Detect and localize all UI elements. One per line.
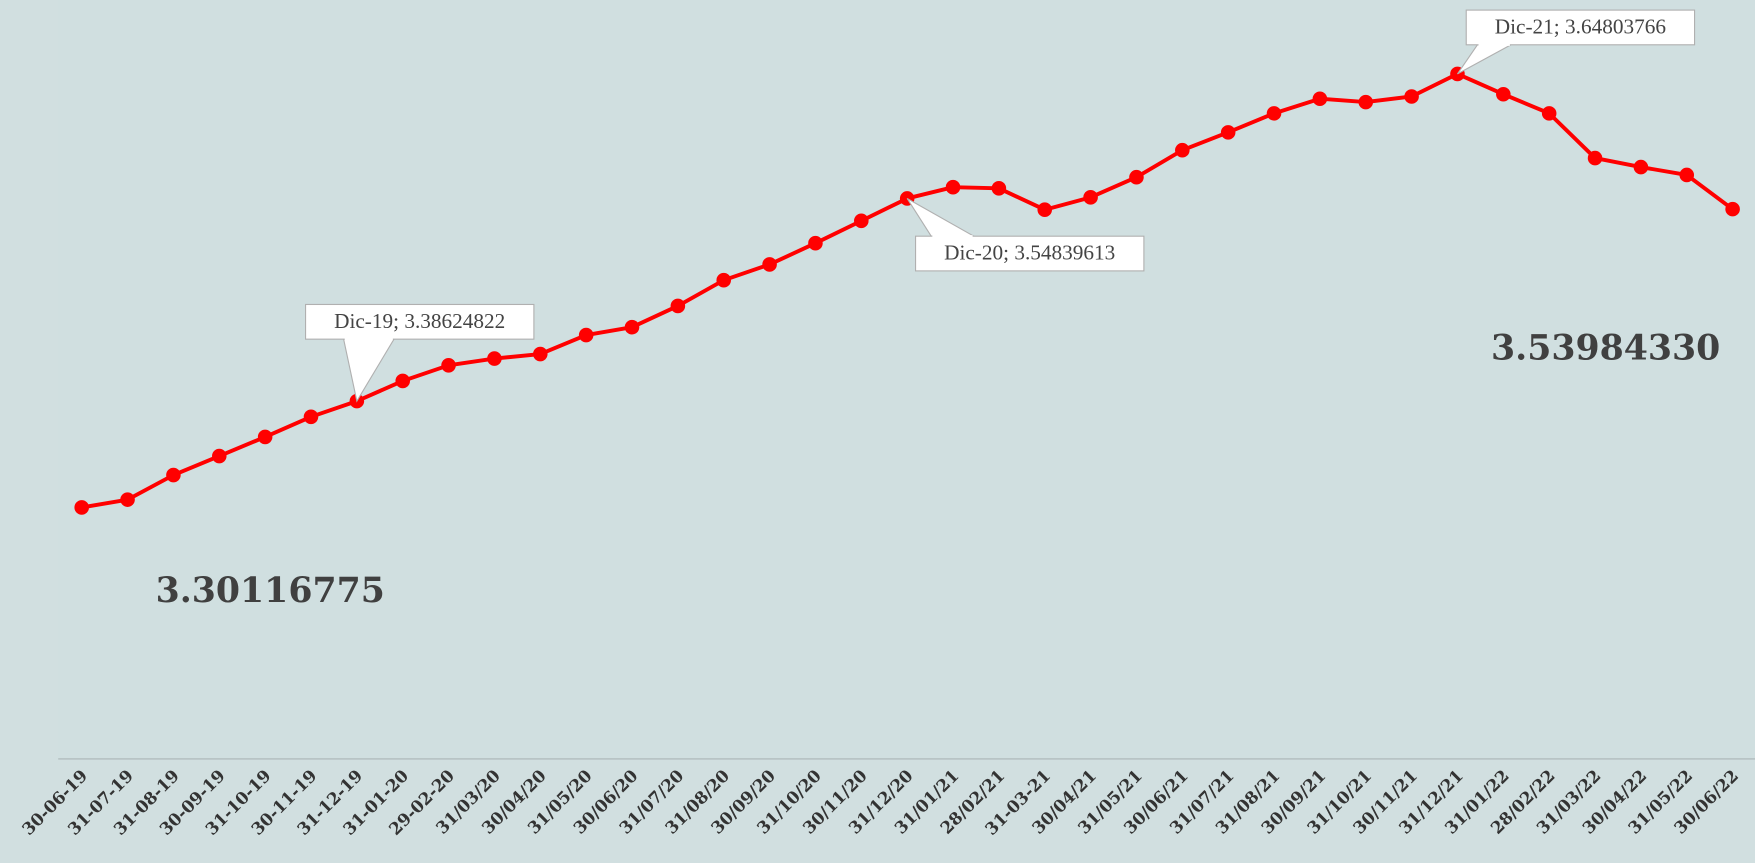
- marker: [670, 298, 686, 314]
- marker: [1037, 202, 1053, 217]
- marker: [212, 448, 227, 464]
- marker: [1266, 106, 1282, 121]
- marker: [808, 235, 823, 251]
- marker: [1541, 106, 1557, 121]
- marker: [257, 429, 273, 445]
- annotation: Dic-19; 3.38624822: [334, 309, 505, 333]
- marker: [1587, 150, 1603, 166]
- marker: [1633, 159, 1649, 175]
- marker: [1725, 201, 1740, 217]
- annotation: Dic-21; 3.64803766: [1495, 14, 1666, 38]
- marker: [1312, 91, 1328, 106]
- plot-area: [58, 0, 1755, 759]
- marker: [303, 409, 319, 425]
- marker: [533, 346, 548, 362]
- marker: [166, 467, 181, 483]
- data-label: 3.30116775: [156, 570, 385, 611]
- marker: [74, 500, 89, 515]
- callout: Dic-19; 3.38624822: [304, 303, 535, 403]
- marker: [991, 181, 1007, 196]
- marker: [716, 272, 732, 288]
- marker: [1083, 190, 1098, 205]
- marker: [1358, 94, 1374, 110]
- marker: [487, 351, 502, 366]
- marker: [395, 373, 410, 389]
- callout-box: [304, 303, 535, 340]
- marker: [441, 358, 456, 373]
- annotation: Dic-20; 3.54839613: [944, 241, 1115, 265]
- marker: [1220, 125, 1236, 140]
- callout-box: [1465, 9, 1696, 46]
- marker: [1129, 169, 1144, 185]
- marker: [854, 213, 869, 229]
- callout: Dic-21; 3.64803766: [1457, 9, 1696, 75]
- marker: [1679, 167, 1695, 183]
- marker: [120, 492, 135, 507]
- marker: [1175, 142, 1190, 158]
- marker: [762, 257, 777, 272]
- callout-box: [914, 235, 1145, 272]
- marker: [1404, 89, 1419, 104]
- data-label: 3.53984330: [1491, 327, 1720, 368]
- marker: [945, 179, 961, 195]
- marker: [624, 319, 640, 335]
- marker: [1496, 86, 1511, 102]
- marker: [578, 327, 594, 343]
- callout: Dic-20; 3.54839613: [906, 197, 1145, 272]
